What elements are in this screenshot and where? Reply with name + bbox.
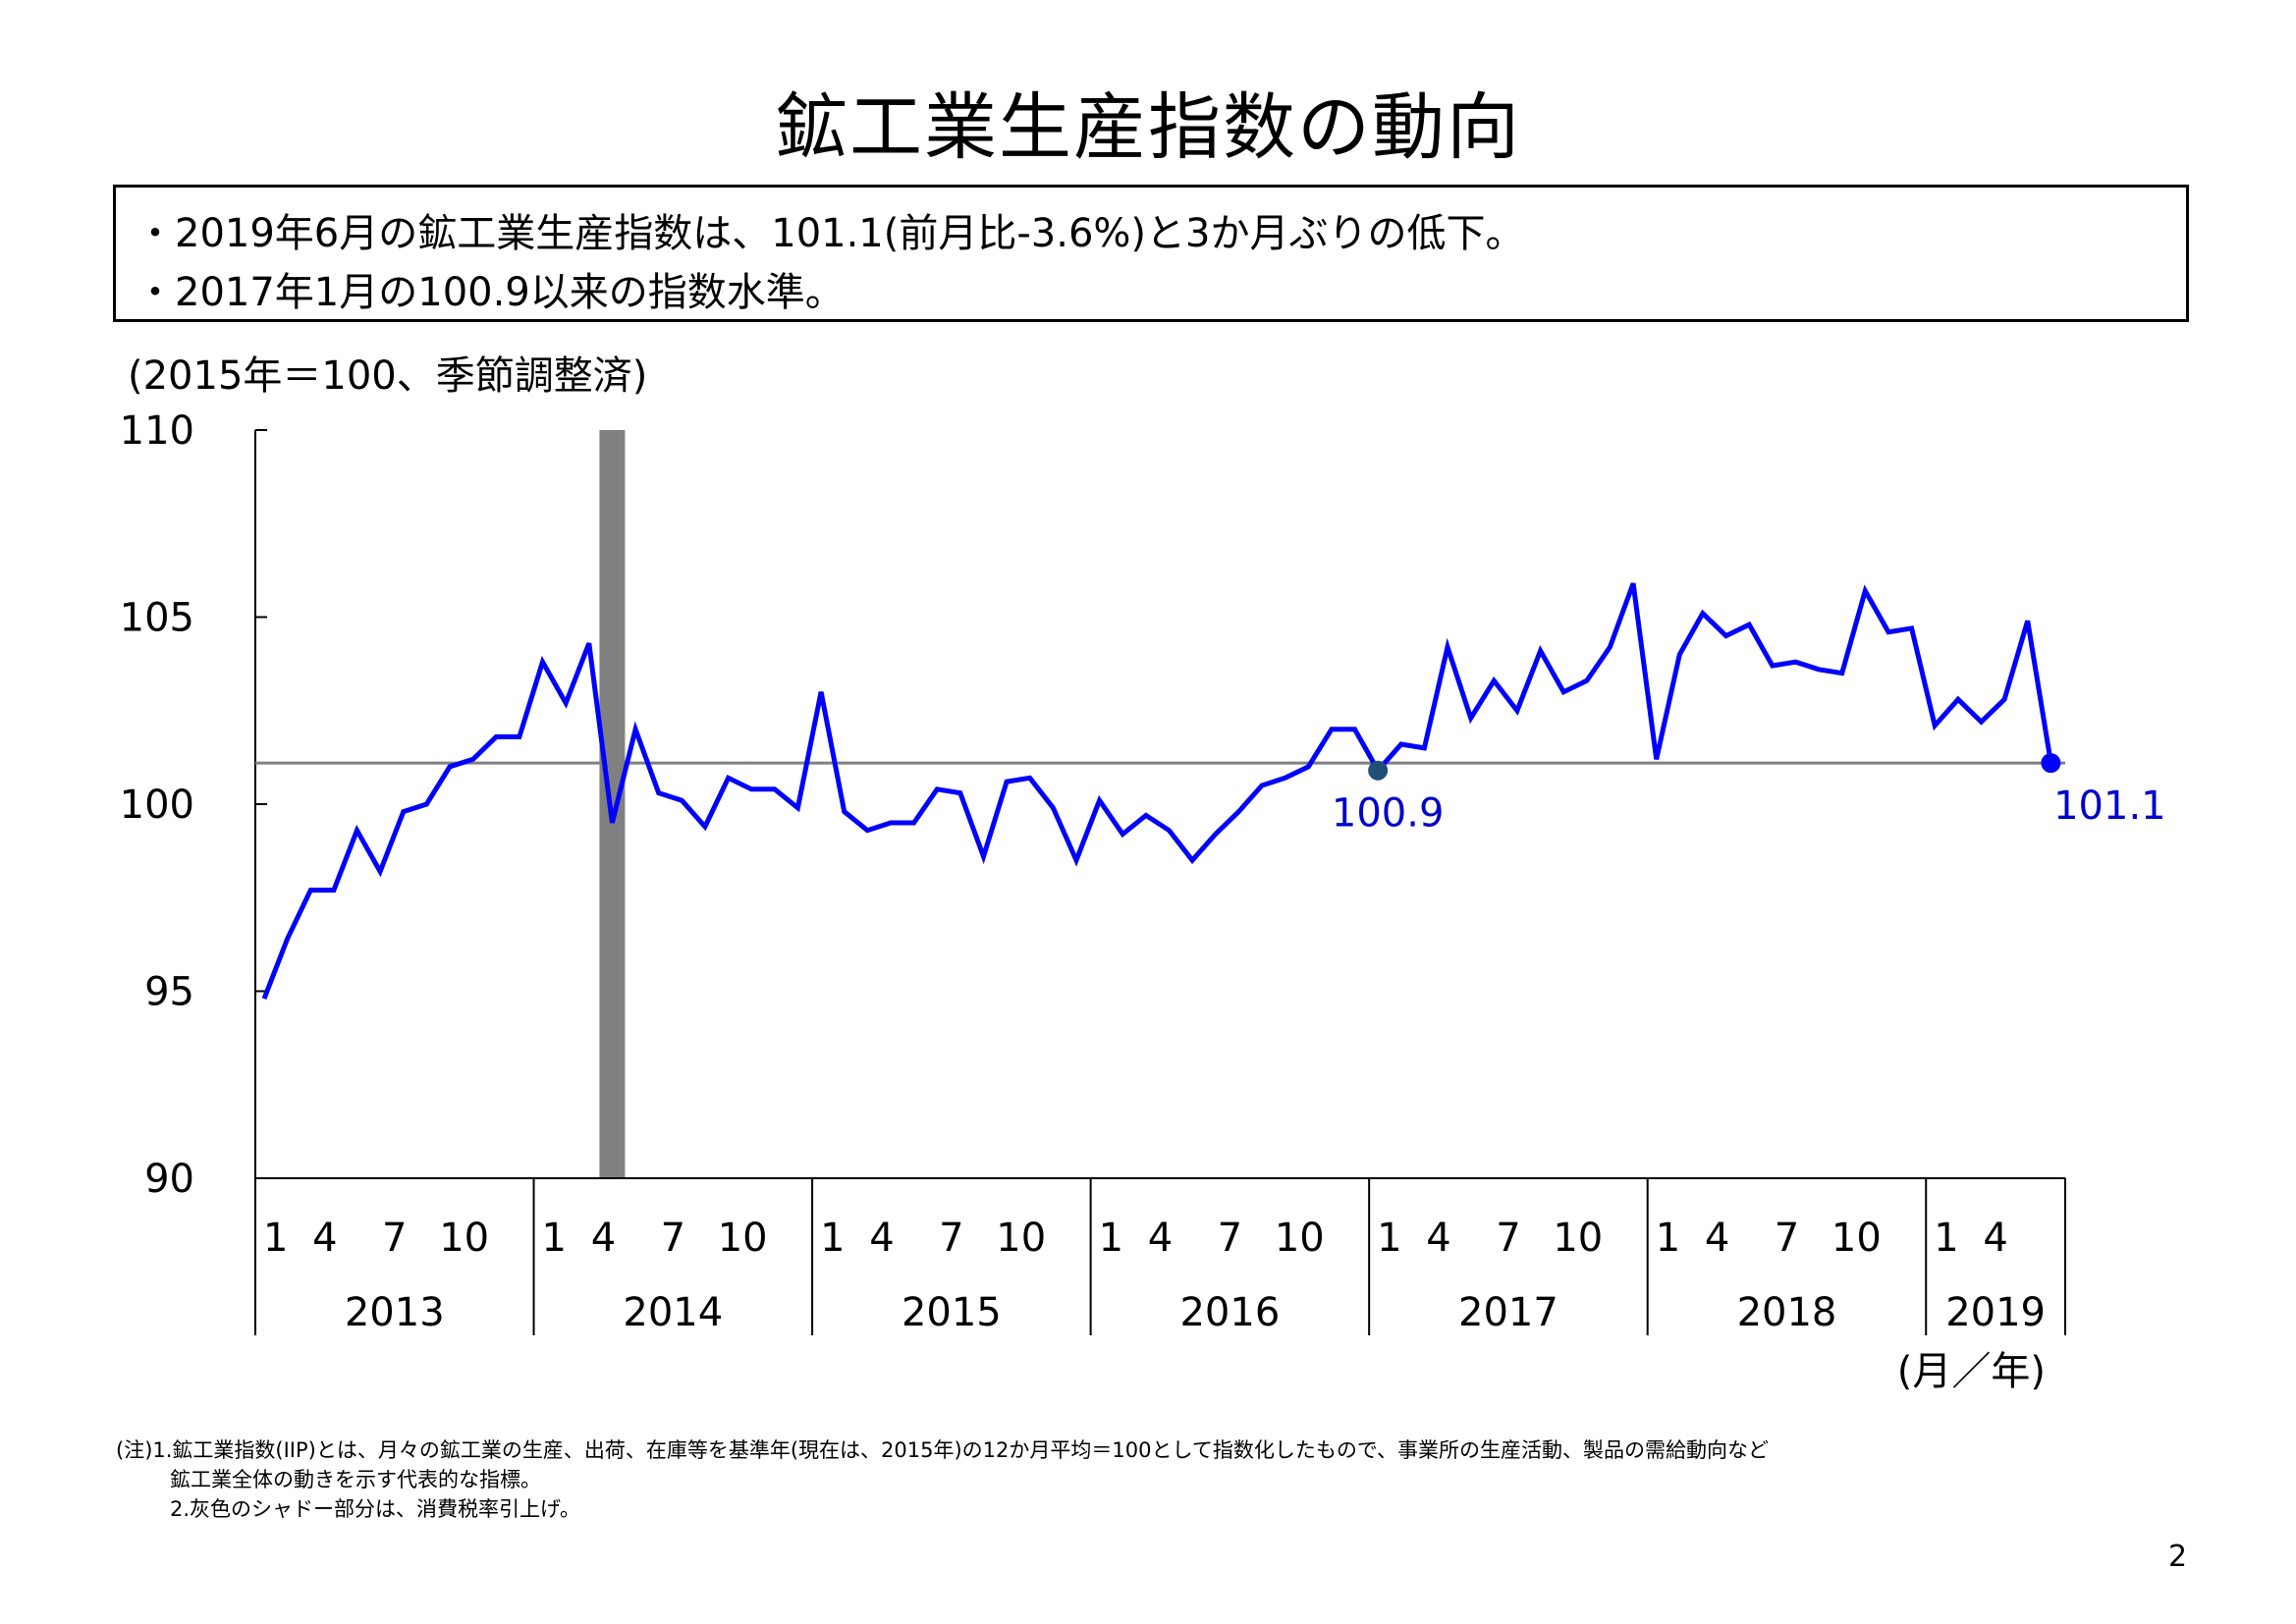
footnotes: (注)1.鉱工業指数(IIP)とは、月々の鉱工業の生産、出荷、在庫等を基準年(現… bbox=[116, 1435, 1769, 1524]
x-month-label: 7 bbox=[939, 1216, 963, 1261]
y-tick-label: 110 bbox=[120, 408, 194, 454]
x-year-label: 2019 bbox=[1945, 1290, 2046, 1335]
x-month-label: 1 bbox=[542, 1216, 567, 1261]
x-year-label: 2016 bbox=[1179, 1290, 1280, 1335]
x-year-label: 2015 bbox=[902, 1290, 1002, 1335]
summary-box: ・2019年6月の鉱工業生産指数は、101.1(前月比-3.6%)と3か月ぶりの… bbox=[113, 185, 2189, 322]
x-month-label: 10 bbox=[439, 1216, 489, 1261]
x-month-label: 4 bbox=[312, 1216, 337, 1261]
x-month-label: 4 bbox=[1983, 1216, 2007, 1261]
x-month-label: 10 bbox=[718, 1216, 768, 1261]
x-year-label: 2018 bbox=[1737, 1290, 1837, 1335]
y-tick-label: 105 bbox=[120, 596, 194, 641]
x-month-label: 4 bbox=[1148, 1216, 1173, 1261]
footnote-1: (注)1.鉱工業指数(IIP)とは、月々の鉱工業の生産、出荷、在庫等を基準年(現… bbox=[116, 1438, 1770, 1462]
footnote-1-cont: 鉱工業全体の動きを示す代表的な指標。 bbox=[170, 1468, 541, 1491]
x-month-label: 4 bbox=[591, 1216, 616, 1261]
x-month-label: 7 bbox=[661, 1216, 685, 1261]
summary-line-1: ・2019年6月の鉱工業生産指数は、101.1(前月比-3.6%)と3か月ぶりの… bbox=[136, 211, 1525, 256]
footnote-2: 2.灰色のシャドー部分は、消費税率引上げ。 bbox=[170, 1497, 580, 1521]
x-month-label: 4 bbox=[1705, 1216, 1729, 1261]
page-number: 2 bbox=[2168, 1540, 2188, 1574]
x-month-label: 4 bbox=[1426, 1216, 1450, 1261]
x-month-label: 7 bbox=[1496, 1216, 1520, 1261]
y-tick-label: 95 bbox=[144, 970, 194, 1015]
x-month-label: 10 bbox=[1831, 1216, 1882, 1261]
index-series-line bbox=[261, 582, 2053, 1001]
annotation-marker-1 bbox=[1368, 760, 1389, 781]
x-year-label: 2014 bbox=[623, 1290, 723, 1335]
x-year-label: 2017 bbox=[1458, 1290, 1558, 1335]
slide-title: 鉱工業生産指数の動向 bbox=[775, 85, 1521, 170]
summary-line-2: ・2017年1月の100.9以来の指数水準。 bbox=[136, 270, 845, 315]
x-month-label: 4 bbox=[869, 1216, 894, 1261]
x-month-label: 1 bbox=[1377, 1216, 1401, 1261]
x-month-label: 7 bbox=[1775, 1216, 1799, 1261]
x-month-label: 10 bbox=[1275, 1216, 1325, 1261]
x-month-label: 10 bbox=[1553, 1216, 1603, 1261]
x-year-label: 2013 bbox=[345, 1290, 445, 1335]
y-tick-label: 100 bbox=[120, 783, 194, 828]
x-month-label: 1 bbox=[1656, 1216, 1680, 1261]
annotation-marker-2 bbox=[2041, 753, 2061, 774]
x-month-label: 10 bbox=[996, 1216, 1046, 1261]
x-month-label: 1 bbox=[1099, 1216, 1123, 1261]
x-month-label: 7 bbox=[382, 1216, 407, 1261]
x-month-label: 1 bbox=[263, 1216, 288, 1261]
x-month-label: 7 bbox=[1218, 1216, 1242, 1261]
x-month-label: 1 bbox=[1934, 1216, 1958, 1261]
x-month-label: 1 bbox=[820, 1216, 845, 1261]
annotation-label-1: 100.9 bbox=[1332, 791, 1445, 837]
annotation-label-2: 101.1 bbox=[2053, 784, 2166, 829]
x-unit-label: (月／年) bbox=[1897, 1349, 2046, 1394]
unit-note: (2015年＝100、季節調整済) bbox=[128, 353, 648, 399]
y-tick-label: 90 bbox=[144, 1157, 194, 1202]
